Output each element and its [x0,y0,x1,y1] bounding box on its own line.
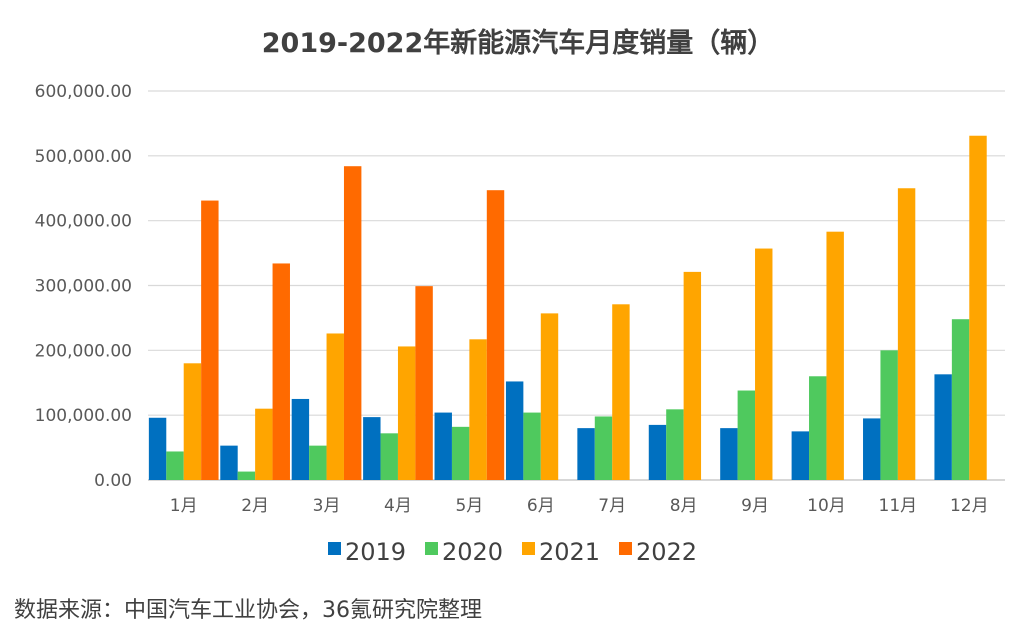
bar-2020-4月 [380,433,398,480]
x-tick-label: 5月 [455,496,483,516]
bar-2020-9月 [737,390,756,480]
y-tick-label: 0.00 [94,471,132,491]
bar-2021-2月 [255,408,273,480]
bar-2020-6月 [523,412,541,480]
gridlines [148,90,1005,481]
x-tick-label: 9月 [741,496,769,516]
legend-label-2019: 2019 [345,538,406,566]
x-tick-label: 4月 [384,496,412,516]
bar-2019-7月 [577,428,595,480]
x-tick-label: 7月 [598,496,626,516]
x-tick-label: 8月 [670,496,698,516]
bar-2019-1月 [148,417,167,480]
x-tick-label: 1月 [170,496,198,516]
legend-swatch-2020 [425,542,438,555]
x-axis-ticks: 1月 2月 3月 4月 5月 6月 7月 8月 9月 10月 11月 12月 [170,496,989,516]
y-tick-label: 200,000.00 [35,341,132,361]
legend-label-2021: 2021 [539,538,600,566]
bar-2021-9月 [755,248,773,480]
bar-2021-10月 [826,231,844,480]
bar-2019-3月 [291,398,310,480]
legend-label-2020: 2020 [442,538,503,566]
y-tick-label: 600,000.00 [35,82,132,102]
y-tick-label: 100,000.00 [35,406,132,426]
x-tick-label: 6月 [527,496,555,516]
bar-2021-6月 [540,313,559,480]
bar-2022-3月 [343,166,362,480]
bar-2022-5月 [486,190,505,480]
bar-2021-12月 [969,135,987,481]
bar-2019-11月 [863,418,881,480]
x-tick-label: 12月 [950,496,989,516]
legend-label-2022: 2022 [636,538,697,566]
bar-2021-11月 [897,188,916,480]
bar-2021-3月 [326,333,344,480]
bar-2020-7月 [594,416,613,480]
bar-2019-2月 [220,445,238,480]
bar-2022-1月 [201,200,219,480]
bar-2021-1月 [183,363,202,480]
x-tick-label: 3月 [313,496,341,516]
y-tick-label: 500,000.00 [35,147,132,167]
y-tick-label: 300,000.00 [35,277,132,297]
bar-2021-5月 [469,339,487,480]
bar-2020-5月 [451,426,470,480]
legend-swatch-2019 [328,542,341,555]
bar-2022-2月 [272,263,290,480]
bar-2022-4月 [415,286,433,480]
y-axis-ticks: 0.00 100,000.00 200,000.00 300,000.00 400,00… [35,82,132,491]
bar-2019-9月 [720,428,738,480]
bars [148,135,987,481]
bar-2019-8月 [648,424,667,480]
legend-swatch-2022 [619,542,632,555]
bar-2019-6月 [505,381,524,480]
bar-2021-8月 [683,271,702,480]
bar-2019-12月 [934,374,952,480]
source-note: 数据来源：中国汽车工业协会，36氪研究院整理 [14,598,482,623]
bar-2020-11月 [880,350,898,480]
bar-2019-4月 [363,417,381,480]
bar-2020-1月 [166,451,184,480]
x-tick-label: 10月 [807,496,846,516]
x-tick-label: 11月 [879,496,918,516]
bar-2021-7月 [612,304,630,480]
legend-swatch-2021 [522,542,535,555]
bar-2020-10月 [809,376,827,480]
bar-2020-3月 [309,445,327,480]
bar-2020-12月 [951,319,970,480]
y-tick-label: 400,000.00 [35,212,132,232]
x-tick-label: 2月 [241,496,269,516]
bar-2020-8月 [666,409,684,480]
bar-2019-10月 [791,431,810,480]
bar-2021-4月 [397,346,416,480]
legend: 2019 2020 2021 2022 [328,538,697,566]
chart-title: 2019-2022年新能源汽车月度销量（辆） [262,27,775,59]
bar-2020-2月 [237,471,256,480]
bar-2019-5月 [434,412,452,480]
